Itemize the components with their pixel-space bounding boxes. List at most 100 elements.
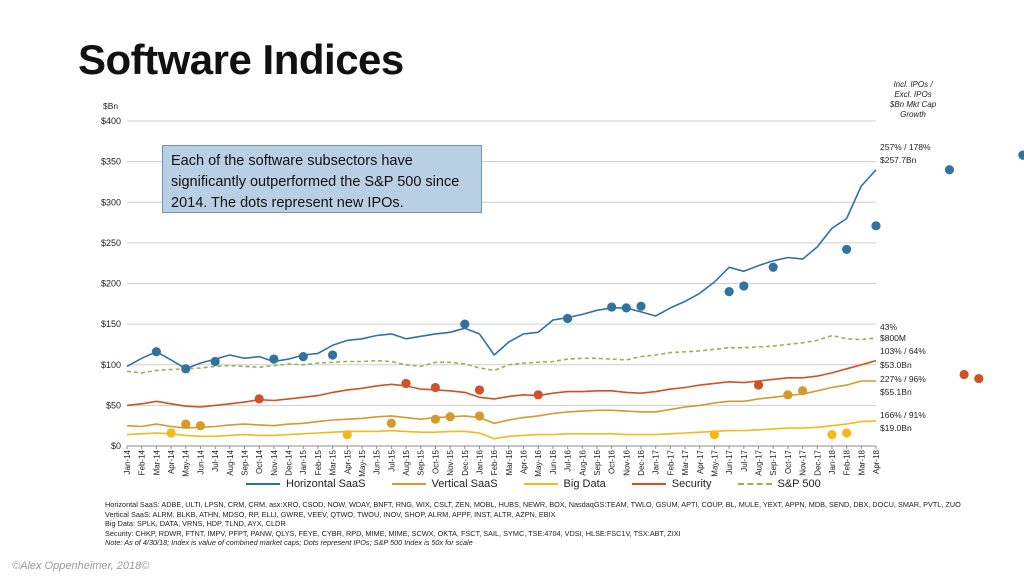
x-tick-label: Oct-16 xyxy=(608,449,617,474)
annotation-label: 103% / 64% xyxy=(880,346,926,356)
y-tick-label: $250 xyxy=(101,238,121,248)
ipo-dot xyxy=(1018,150,1024,160)
legend-item-vertical-saas: Vertical SaaS xyxy=(391,478,498,490)
annotation-label: $55.1Bn xyxy=(880,387,912,397)
legend-label: Security xyxy=(671,478,712,490)
annotation-label: $53.0Bn xyxy=(880,360,912,370)
ipo-dot xyxy=(166,428,176,438)
ipo-dot xyxy=(430,414,441,424)
x-tick-label: Feb-17 xyxy=(666,449,675,475)
footnote-vertical-saas: Vertical SaaS: ALRM, BLKB, ATHN, MDSO, R… xyxy=(105,509,556,519)
x-tick-label: Jul-17 xyxy=(740,449,749,471)
legend-label: Big Data xyxy=(563,478,606,490)
x-tick-label: Dec-14 xyxy=(285,449,294,475)
legend-swatch xyxy=(246,483,280,485)
series-line-security xyxy=(126,359,877,408)
y-tick-label: $100 xyxy=(101,360,121,370)
ipo-dot xyxy=(328,350,338,360)
x-tick-label: Dec-17 xyxy=(813,449,822,475)
x-tick-label: Sep-16 xyxy=(593,449,602,475)
legend-item-security: Security xyxy=(631,478,712,490)
footnote-big-data: Big Data: SPLK, DATA, VRNS, HDP, TLND, A… xyxy=(105,519,286,529)
x-tick-label: Jan-14 xyxy=(123,449,132,474)
x-tick-label: Nov-16 xyxy=(622,449,631,475)
copyright: ©Alex Oppenheimer, 2018© xyxy=(12,560,150,572)
x-tick-label: Jan-15 xyxy=(299,449,308,474)
x-tick-label: Aug-15 xyxy=(402,449,411,475)
ipo-dot xyxy=(386,418,396,428)
y-axis-unit-label: $Bn xyxy=(103,101,119,111)
ipo-dot xyxy=(460,319,470,329)
x-tick-label: Sep-17 xyxy=(769,449,778,475)
ipo-dot xyxy=(827,430,837,440)
x-tick-label: Dec-16 xyxy=(637,449,646,475)
legend-swatch xyxy=(391,483,426,485)
legend-label: Vertical SaaS xyxy=(431,478,498,490)
x-tick-label: Jul-15 xyxy=(387,449,396,471)
ipo-dot xyxy=(474,385,485,395)
x-tick-label: Feb-15 xyxy=(314,449,323,475)
x-tick-label: Jun-15 xyxy=(373,449,382,474)
ipo-dot xyxy=(974,373,984,384)
x-tick-label: Apr-15 xyxy=(343,449,352,474)
ipo-dot xyxy=(842,428,852,438)
chart-legend: Horizontal SaaS Vertical SaaS Big Data S… xyxy=(246,478,821,490)
x-tick-label: May-16 xyxy=(534,449,543,476)
y-tick-label: $400 xyxy=(101,116,121,126)
x-tick-label: Apr-16 xyxy=(520,449,529,474)
x-tick-label: Mar-15 xyxy=(329,449,338,475)
x-tick-label: Aug-16 xyxy=(578,449,587,475)
ipo-dot xyxy=(959,369,969,380)
x-tick-label: Sep-14 xyxy=(240,449,249,475)
x-tick-label: Apr-14 xyxy=(167,449,176,474)
series-line-horizontal-saas xyxy=(126,169,877,370)
ipo-dot xyxy=(739,281,749,291)
x-tick-label: Nov-17 xyxy=(799,449,808,475)
y-tick-label: $350 xyxy=(101,157,121,167)
x-tick-label: Oct-15 xyxy=(431,449,440,474)
ipo-dot xyxy=(621,303,631,313)
x-tick-label: Feb-14 xyxy=(138,449,147,475)
series-line-s-p-500 xyxy=(126,334,877,374)
legend-label: S&P 500 xyxy=(777,478,821,490)
header-note-line: $Bn Mkt Cap xyxy=(889,100,937,109)
x-tick-label: May-14 xyxy=(182,449,191,476)
x-tick-label: Jan-17 xyxy=(652,449,661,474)
x-tick-label: Nov-15 xyxy=(446,449,455,475)
x-tick-label: Jan-16 xyxy=(475,449,484,474)
x-tick-label: Mar-14 xyxy=(152,449,161,475)
ipo-dot xyxy=(753,380,764,390)
x-tick-label: Jul-16 xyxy=(564,449,573,471)
ipo-dot xyxy=(430,382,441,393)
x-tick-label: May-15 xyxy=(358,449,367,476)
legend-swatch xyxy=(523,483,558,485)
ipo-dot xyxy=(269,354,279,364)
y-tick-label: $300 xyxy=(101,197,121,207)
legend-swatch xyxy=(631,483,666,485)
x-tick-label: Jun-14 xyxy=(196,449,205,474)
series-line-vertical-saas xyxy=(126,380,876,429)
footnote-security: Security: CHKP, RDWR, FTNT, IMPV, PFPT, … xyxy=(105,528,681,538)
x-tick-label: Aug-17 xyxy=(755,449,764,475)
ipo-dot xyxy=(342,430,352,440)
header-note-line: Excl. IPOs xyxy=(894,90,932,99)
footnotes: Horizontal SaaS: ADBE, ULTI, LPSN, CRM, … xyxy=(105,500,985,548)
ipo-dot xyxy=(607,302,617,312)
x-tick-label: Jun-16 xyxy=(549,449,558,474)
x-tick-label: Sep-15 xyxy=(417,449,426,475)
x-tick-label: Apr-18 xyxy=(872,449,881,474)
ipo-dot xyxy=(298,352,308,362)
ipo-dot xyxy=(533,390,543,400)
x-tick-label: Jan-18 xyxy=(828,449,837,474)
header-note-line: Growth xyxy=(900,110,926,119)
ipo-dot xyxy=(445,412,455,422)
legend-item-big-data: Big Data xyxy=(523,478,606,490)
ipo-dot xyxy=(151,347,161,357)
series-line-big-data xyxy=(126,420,877,440)
ipo-dot xyxy=(401,378,411,389)
legend-item-horizontal-saas: Horizontal SaaS xyxy=(246,478,366,490)
annotation-label: 227% / 96% xyxy=(880,374,926,384)
x-tick-label: Mar-18 xyxy=(857,449,866,475)
x-tick-label: Jul-14 xyxy=(211,449,220,471)
annotation-label: $257.7Bn xyxy=(880,155,917,165)
